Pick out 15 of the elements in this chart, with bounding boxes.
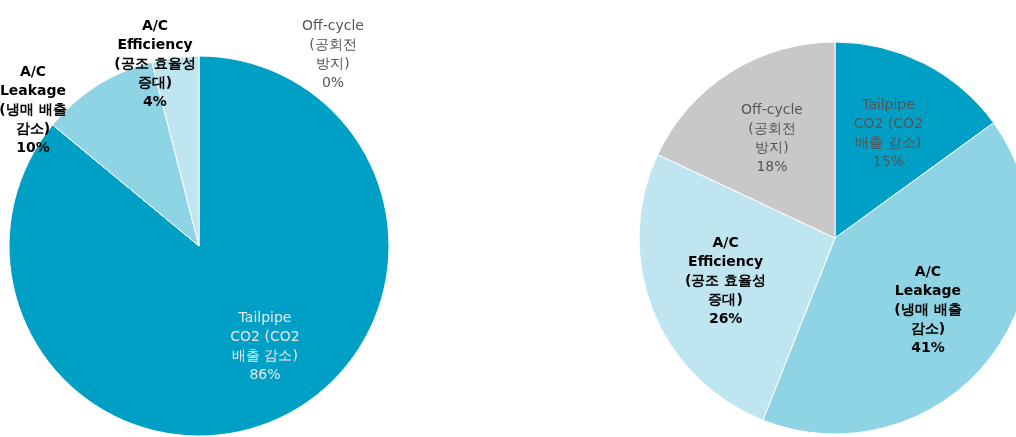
text: 0% <box>321 73 345 90</box>
slice-label: A/C Leakage (냉매 배출 감소) <box>0 63 67 136</box>
slice-label: Tailpipe CO2 (CO2 배출 감소) <box>230 308 300 363</box>
slice-label: Tailpipe CO2 (CO2 배출 감소) <box>853 95 924 150</box>
category-label: Off-cycle (공회전 방지) <box>302 16 364 71</box>
slice-label: Off-cycle (공회전 방지) <box>741 101 803 156</box>
data-label: 26% <box>708 310 743 327</box>
data-label: 15% <box>872 152 904 169</box>
data-label: 18% <box>756 158 788 175</box>
data-label: 86% <box>249 365 281 382</box>
slice-label: A/C Efficiency (공조 효율성 증대) <box>114 17 196 90</box>
slice-label: A/C Leakage (냉매 배출 감소) <box>894 263 962 337</box>
data-label: 4% <box>143 93 167 109</box>
slice-label: A/C Efficiency (공조 효율성 증대) <box>685 234 767 308</box>
data-label: 41% <box>911 339 945 356</box>
